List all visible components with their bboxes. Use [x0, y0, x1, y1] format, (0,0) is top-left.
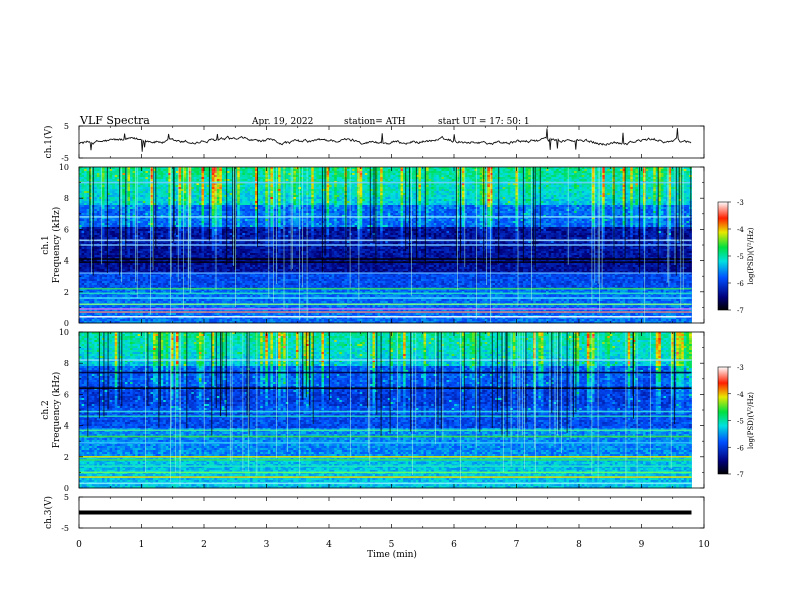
spectral-lines: [79, 359, 692, 485]
y-tick-label: 0: [64, 484, 69, 493]
y-tick-label: 10: [59, 328, 69, 337]
ch1-spectrogram-panel: 0 2 4 6 8 10 ch.1 Frequency (kHz): [41, 163, 705, 328]
y-axis-label: ch.1(V): [43, 126, 54, 159]
y-tick-label: 0: [64, 319, 69, 328]
figure-title: VLF Spectra: [79, 114, 150, 127]
colorbar-ch2: -3 -4 -5 -6 -7 log(PSD)(V²/Hz): [717, 364, 755, 479]
y-axis-label: Frequency (kHz): [51, 207, 62, 284]
colorbar-gradient: [717, 366, 729, 475]
spectral-lines: [79, 181, 692, 318]
x-tick-label: 5: [389, 540, 395, 550]
colorbar-ch1: -3 -4 -5 -6 -7 log(PSD)(V²/Hz): [717, 199, 755, 315]
x-tick-label: 4: [326, 540, 332, 550]
colorbar-tick-label: -4: [737, 226, 744, 234]
y-tick-label: 10: [59, 163, 69, 172]
colorbar-tick-label: -6: [737, 280, 744, 288]
x-axis-label: Time (min): [367, 549, 417, 560]
date-label: Apr. 19, 2022: [251, 117, 313, 127]
colorbar-tick-label: -7: [737, 307, 744, 315]
impulse-lines: [89, 167, 692, 323]
x-tick-label: 3: [264, 540, 270, 550]
colorbar-tick-label: -5: [737, 418, 744, 426]
colorbar-tick-label: -3: [737, 364, 744, 372]
y-tick-label: 2: [64, 288, 69, 297]
time-axis: 0 1 2 3 4 5 6 7 8 9 10: [76, 540, 710, 550]
y-tick-label: 5: [64, 493, 69, 502]
channel-label: ch.2: [41, 400, 51, 419]
start-ut-label: start UT = 17: 50: 1: [438, 117, 530, 127]
colorbar-tick-label: -7: [737, 471, 744, 479]
y-tick-label: 8: [64, 194, 69, 203]
colorbar-label: log(PSD)(V²/Hz): [747, 227, 755, 284]
y-axis-label: Frequency (kHz): [51, 372, 62, 449]
y-tick-label: 6: [64, 225, 69, 234]
y-tick-label: 2: [64, 453, 69, 462]
ch2-spectrogram-panel: 0 2 4 6 8 10 ch.2 Frequency (kHz): [41, 328, 705, 493]
x-tick-label: 2: [201, 540, 207, 550]
y-tick-label: 4: [64, 422, 69, 431]
y-tick-label: 5: [64, 122, 69, 131]
y-tick-label: 6: [64, 390, 69, 399]
x-tick-label: 10: [698, 540, 710, 550]
colorbar-gradient: [717, 201, 729, 311]
ch1-waveform-panel: 5 -5 ch.1(V): [43, 122, 705, 163]
station-label: station= ATH: [344, 117, 406, 127]
colorbar-tick-label: -3: [737, 199, 744, 207]
channel-label: ch.1: [41, 235, 51, 254]
x-tick-label: 6: [451, 540, 457, 550]
y-tick-label: 4: [64, 257, 69, 266]
x-tick-label: 7: [514, 540, 520, 550]
y-tick-label: -5: [61, 154, 69, 163]
y-axis-label: ch.3(V): [43, 496, 54, 529]
colorbar-tick-label: -4: [737, 391, 744, 399]
x-tick-label: 9: [639, 540, 645, 550]
ch3-waveform-panel: 5 -5 ch.3(V): [43, 493, 705, 533]
y-tick-label: -5: [61, 524, 69, 533]
waveform-trace: [78, 128, 692, 152]
x-tick-label: 0: [76, 540, 82, 550]
x-tick-label: 1: [139, 540, 145, 550]
colorbar-tick-label: -6: [737, 444, 744, 452]
colorbar-label: log(PSD)(V²/Hz): [747, 392, 755, 449]
x-tick-label: 8: [576, 540, 582, 550]
colorbar-tick-label: -5: [737, 253, 744, 261]
y-tick-label: 8: [64, 359, 69, 368]
impulse-lines: [87, 332, 675, 487]
